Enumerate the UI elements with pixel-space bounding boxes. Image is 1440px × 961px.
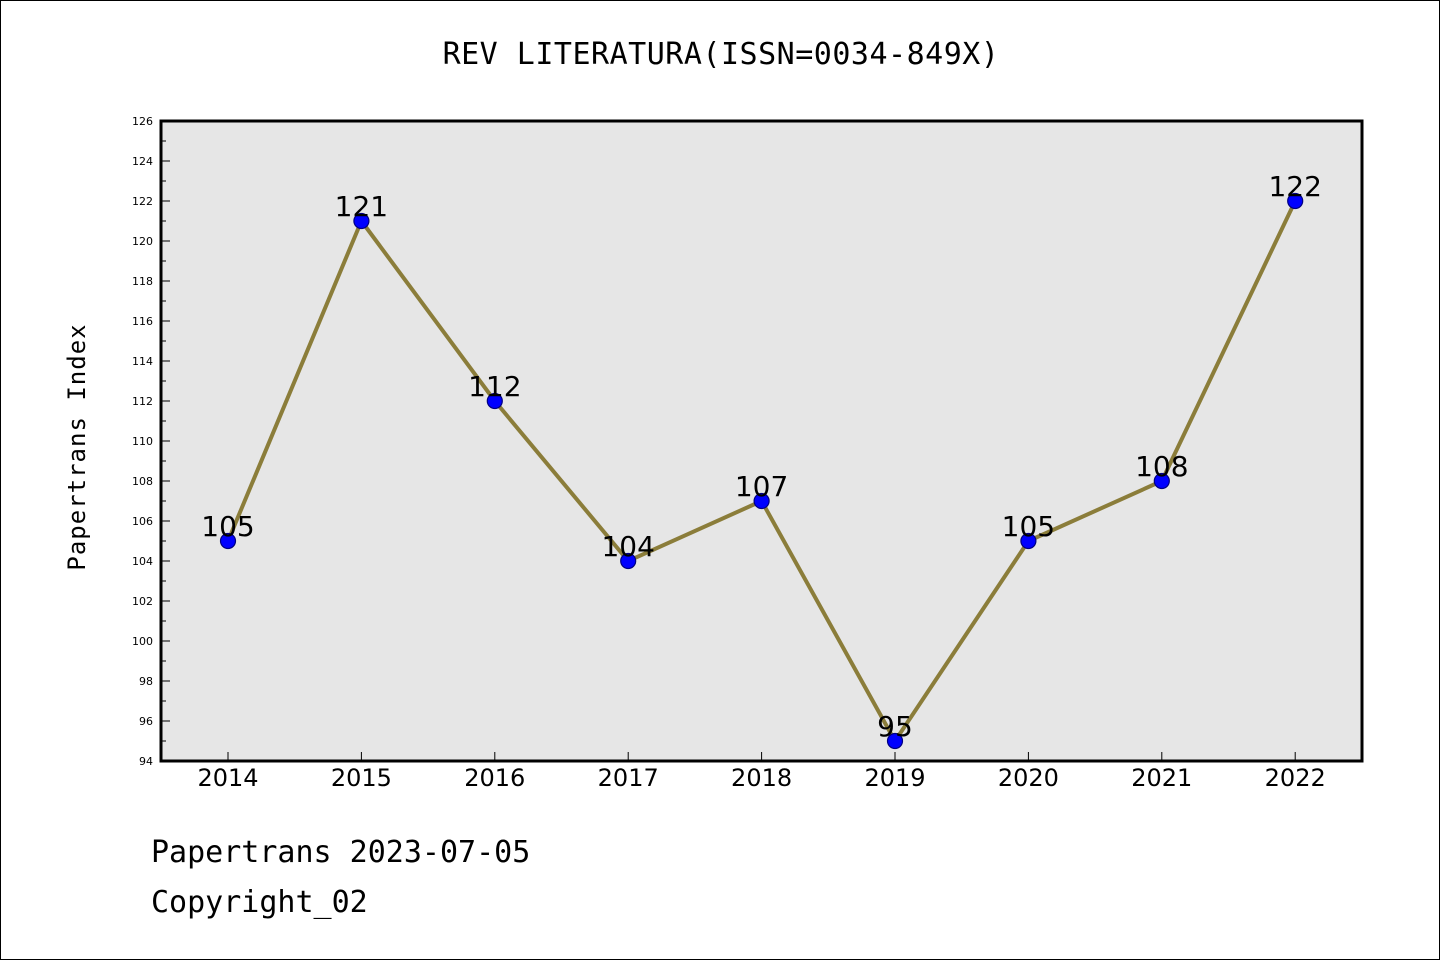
y-tick-label: 102 xyxy=(132,595,153,608)
y-tick-label: 120 xyxy=(132,235,153,248)
y-tick-label: 116 xyxy=(132,315,153,328)
x-tick-label: 2014 xyxy=(197,764,258,792)
data-label: 122 xyxy=(1268,170,1321,203)
footer-date: Papertrans 2023-07-05 xyxy=(151,835,531,870)
y-tick-label: 126 xyxy=(132,115,153,128)
data-point xyxy=(620,552,637,570)
x-tick-label: 2015 xyxy=(331,764,392,792)
data-label: 95 xyxy=(877,710,913,743)
data-point xyxy=(353,212,370,230)
x-axis: 2014 2015 2016 2017 2018 2019 2020 2021 2022 xyxy=(197,752,1326,792)
y-tick-label: 94 xyxy=(139,755,153,768)
data-label: 105 xyxy=(201,510,254,543)
series-group: 105 121 112 104 107 95 105 108 122 xyxy=(201,170,1322,750)
data-point xyxy=(753,492,770,510)
y-tick-label: 122 xyxy=(132,195,153,208)
x-tick-label: 2016 xyxy=(464,764,525,792)
data-point xyxy=(1020,532,1037,550)
data-label: 112 xyxy=(468,370,521,403)
y-tick-label: 108 xyxy=(132,475,153,488)
y-tick-label: 110 xyxy=(132,435,153,448)
y-tick-label: 100 xyxy=(132,635,153,648)
data-label: 105 xyxy=(1002,510,1055,543)
y-tick-label: 98 xyxy=(139,675,153,688)
y-tick-label: 106 xyxy=(132,515,153,528)
x-tick-label: 2018 xyxy=(731,764,792,792)
data-point xyxy=(886,732,904,750)
x-tick-label: 2022 xyxy=(1265,764,1326,792)
y-tick-label: 118 xyxy=(132,275,153,288)
x-tick-label: 2021 xyxy=(1131,764,1192,792)
data-point xyxy=(486,392,503,410)
y-axis: 94 96 98 100 102 104 106 108 110 112 114 116 118 120 1… xyxy=(132,115,170,768)
data-point xyxy=(219,532,237,550)
data-point xyxy=(1153,472,1170,490)
data-label: 108 xyxy=(1135,450,1188,483)
data-label: 107 xyxy=(735,470,788,503)
y-tick-label: 104 xyxy=(132,555,153,568)
data-label: 121 xyxy=(335,190,388,223)
x-tick-label: 2019 xyxy=(864,764,925,792)
y-tick-label: 112 xyxy=(132,395,153,408)
y-tick-label: 124 xyxy=(132,155,153,168)
x-tick-label: 2020 xyxy=(998,764,1059,792)
footer-copyright: Copyright_02 xyxy=(151,885,368,920)
data-point xyxy=(1287,192,1304,210)
data-label: 104 xyxy=(601,530,654,563)
y-tick-label: 114 xyxy=(132,355,153,368)
plot-border xyxy=(159,119,1364,763)
x-tick-label: 2017 xyxy=(598,764,659,792)
chart-title: REV LITERATURA(ISSN=0034-849X) xyxy=(442,37,1000,72)
y-tick-label: 96 xyxy=(139,715,153,728)
